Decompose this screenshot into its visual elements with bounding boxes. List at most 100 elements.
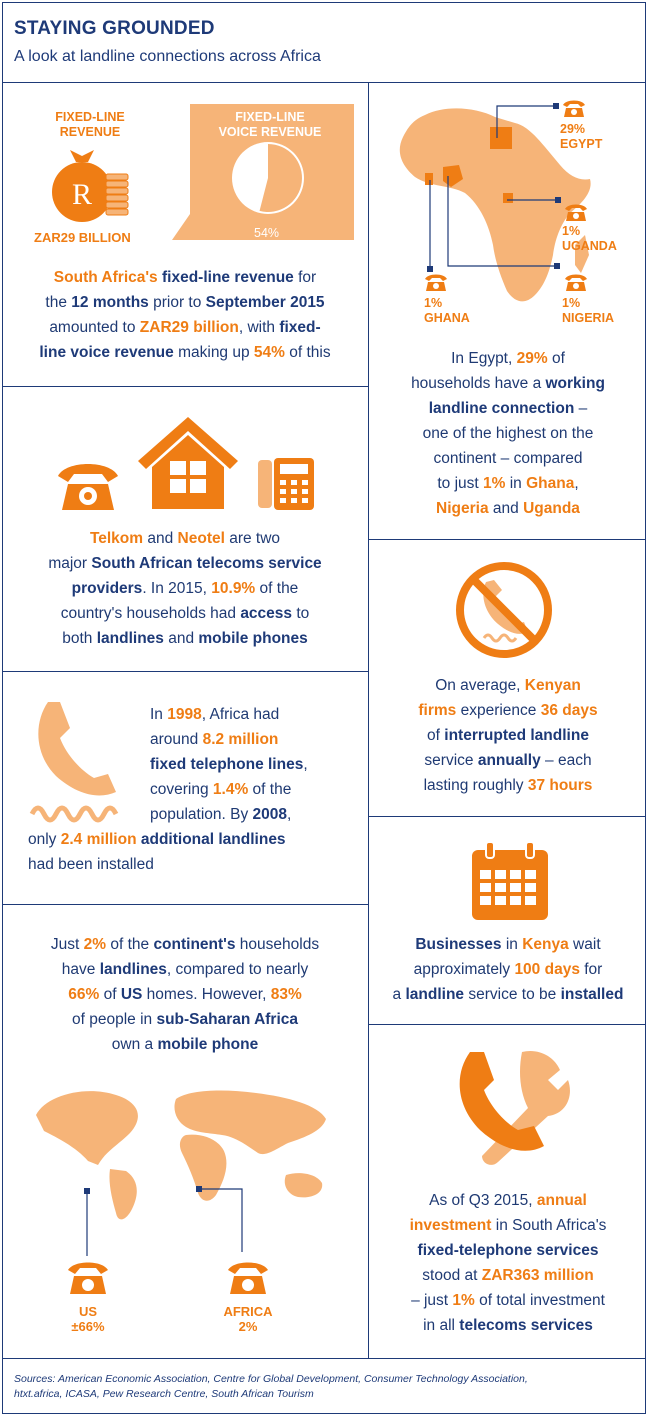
- t: of total investment: [474, 1292, 605, 1309]
- t: As of Q3 2015,: [429, 1192, 537, 1209]
- t: of: [547, 350, 565, 367]
- t: prior to: [148, 294, 206, 311]
- t: ZAR29 billion: [139, 319, 239, 336]
- rotary-phone-icon: [58, 464, 118, 510]
- column-divider: [368, 82, 369, 1358]
- t: homes. However,: [142, 986, 271, 1003]
- t: of: [99, 986, 121, 1003]
- t: approximately: [413, 961, 515, 978]
- ghana-label: 1% GHANA: [424, 296, 470, 326]
- sources-line-1: Sources: American Economic Association, …: [14, 1373, 528, 1385]
- t: 2008: [252, 806, 288, 823]
- ghana-name: GHANA: [424, 311, 470, 325]
- t: landlines: [96, 630, 164, 647]
- t: – each: [540, 752, 592, 769]
- us-phone-icon: [68, 1262, 108, 1294]
- uganda-pct: 1%: [562, 224, 581, 238]
- t: Businesses: [415, 936, 502, 953]
- telkom-text: Telkom and Neotel are two major South Af…: [10, 526, 360, 651]
- t: –: [574, 400, 588, 417]
- t: 66%: [68, 986, 100, 1003]
- t: of the: [106, 936, 154, 953]
- t: fixed-: [279, 319, 321, 336]
- t: 1998: [167, 706, 202, 723]
- t: of the: [255, 580, 299, 597]
- egypt-pct: 29%: [560, 122, 586, 136]
- ghana-connector: [427, 180, 433, 272]
- t: access: [240, 605, 293, 622]
- voice-pie-percent: 54%: [254, 226, 280, 240]
- t: for: [579, 961, 603, 978]
- t: In Egypt,: [451, 350, 517, 367]
- t: in South Africa's: [491, 1217, 607, 1234]
- sources-text: Sources: American Economic Association, …: [14, 1372, 528, 1402]
- t: line voice revenue: [39, 344, 174, 361]
- t: , Africa had: [201, 706, 280, 723]
- t: fixed telephone lines: [150, 756, 304, 773]
- t: stood at: [422, 1267, 482, 1284]
- t: Telkom: [89, 530, 144, 547]
- t: ,: [303, 756, 308, 773]
- t: lasting roughly: [423, 777, 528, 794]
- nigeria-phone-icon: [565, 274, 587, 291]
- t: installed: [560, 986, 624, 1003]
- t: of: [427, 727, 445, 744]
- t: 2%: [83, 936, 107, 953]
- t: major: [48, 555, 92, 572]
- us-label: US ±66%: [58, 1304, 118, 1334]
- us-name: US: [78, 1304, 98, 1319]
- ghana-pct: 1%: [424, 296, 443, 310]
- t: Ghana: [526, 475, 575, 492]
- t: 12 months: [71, 294, 149, 311]
- rand-symbol: R: [72, 178, 92, 211]
- t: to: [292, 605, 310, 622]
- t: South Africa's: [53, 269, 158, 286]
- t: annually: [477, 752, 541, 769]
- t: mobile phone: [157, 1036, 259, 1053]
- africa-phone-icon: [228, 1262, 268, 1294]
- t: landline connection: [428, 400, 575, 417]
- voice-label-2: VOICE REVENUE: [218, 125, 322, 139]
- t: service to be: [464, 986, 561, 1003]
- t: , with: [238, 319, 280, 336]
- t: ,: [287, 806, 292, 823]
- kenya-install-text: Businesses in Kenya wait approximately 1…: [372, 932, 644, 1007]
- t: amounted to: [49, 319, 140, 336]
- header-divider: [2, 82, 646, 83]
- uganda-phone-icon: [565, 204, 587, 221]
- egypt-phone-icon: [563, 100, 585, 117]
- t: fixed-telephone services: [417, 1242, 599, 1259]
- t: providers: [71, 580, 143, 597]
- phone-wrench-icon: [459, 1050, 570, 1165]
- t: service: [424, 752, 478, 769]
- t: a: [392, 986, 406, 1003]
- desk-phone-icon: [258, 458, 314, 510]
- us-connector: [84, 1188, 90, 1256]
- t: – just: [411, 1292, 453, 1309]
- t: wait: [568, 936, 601, 953]
- page-subtitle: A look at landline connections across Af…: [14, 48, 321, 65]
- t: around: [150, 731, 203, 748]
- nigeria-name: NIGERIA: [562, 311, 615, 325]
- divider-right-1: [368, 539, 646, 540]
- africa-label: AFRICA 2%: [212, 1304, 284, 1334]
- uganda-name: UGANDA: [562, 239, 617, 253]
- t: 100 days: [514, 961, 580, 978]
- t: firms: [418, 702, 457, 719]
- t: September 2015: [205, 294, 325, 311]
- fixed-line-label-1: FIXED-LINE: [55, 110, 125, 124]
- ghana-phone-icon: [425, 274, 447, 291]
- t: additional landlines: [136, 831, 286, 848]
- t: Neotel: [177, 530, 225, 547]
- t: 1%: [483, 475, 506, 492]
- divider-left-2: [2, 671, 368, 672]
- t: for: [293, 269, 317, 286]
- nigeria-connector: [447, 176, 560, 269]
- africa-name: AFRICA: [223, 1304, 273, 1319]
- fixed-line-revenue-label: FIXED-LINE REVENUE: [30, 110, 150, 140]
- t: ,: [574, 475, 579, 492]
- t: making up: [173, 344, 254, 361]
- t: 1%: [452, 1292, 475, 1309]
- t: On average,: [435, 677, 525, 694]
- t: mobile phones: [198, 630, 308, 647]
